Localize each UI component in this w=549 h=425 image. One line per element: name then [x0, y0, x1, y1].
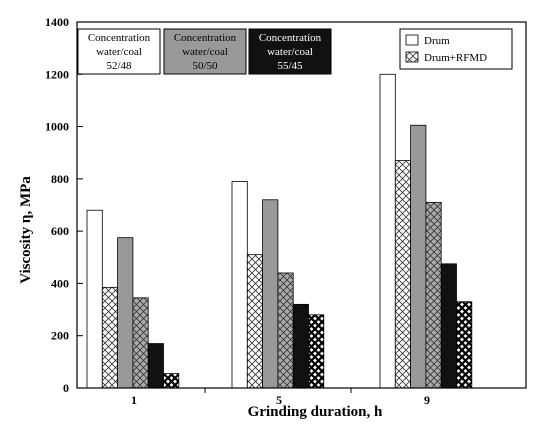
concentration-box-52-48: Concentration water/coal 52/48	[77, 28, 161, 75]
concentration-box-line2: water/coal	[267, 46, 313, 58]
concentration-box-55-45: Concentration water/coal 55/45	[248, 28, 332, 75]
x-tick-label: 1	[131, 393, 137, 407]
concentration-box-line3: 55/45	[277, 60, 303, 72]
x-tick-label: 9	[424, 393, 430, 407]
bar-52-48-drum-5h	[231, 181, 248, 389]
bar-52-48-drum-1h	[86, 209, 103, 389]
concentration-box-line2: water/coal	[96, 46, 142, 58]
bar-50-50-drum-9h	[410, 124, 427, 389]
concentration-box-line1: Concentration	[88, 32, 151, 44]
concentration-box-line1: Concentration	[174, 32, 237, 44]
bar-55-45-drum-9h	[440, 263, 457, 389]
y-tick-label: 800	[51, 172, 69, 186]
concentration-box-line3: 52/48	[106, 60, 132, 72]
bar-52-48-drum-rfmd-9h	[394, 160, 411, 389]
x-tick-label: 5	[276, 393, 282, 407]
bar-55-45-drum-5h	[292, 303, 309, 389]
concentration-box-line1: Concentration	[259, 32, 322, 44]
bars-layer	[86, 73, 473, 389]
bar-55-45-drum-rfmd-1h	[163, 373, 180, 389]
bar-50-50-drum-1h	[117, 237, 134, 389]
y-tick-label: 1000	[45, 120, 69, 134]
bar-50-50-drum-rfmd-1h	[132, 297, 149, 389]
bar-52-48-drum-rfmd-1h	[101, 286, 119, 389]
x-axis-label: Grinding duration, h	[248, 404, 383, 420]
y-tick-label: 1200	[45, 67, 69, 81]
bar-55-45-drum-rfmd-9h	[456, 301, 473, 389]
legend: Drum Drum+RFMD	[399, 28, 513, 70]
bar-52-48-drum-rfmd-5h	[246, 254, 264, 389]
y-axis-label: Viscosity η, MPa	[18, 176, 34, 284]
y-tick-label: 0	[63, 381, 69, 395]
bar-52-48-drum-9h	[379, 73, 396, 389]
legend-label-drum: Drum	[424, 35, 450, 47]
bar-55-45-drum-1h	[147, 343, 164, 389]
y-tick-label: 1400	[45, 15, 69, 29]
concentration-box-line2: water/coal	[182, 46, 228, 58]
y-tick-label: 600	[51, 224, 69, 238]
concentration-box-line3: 50/50	[192, 60, 218, 72]
y-tick-label: 400	[51, 276, 69, 290]
axes-layer: 0 200 400 600 800 1000 1200 1400 1 5 9	[45, 15, 527, 407]
legend-swatch-drum-rfmd	[405, 51, 419, 63]
legend-label-drum-rfmd: Drum+RFMD	[424, 52, 487, 64]
legend-swatch-drum	[405, 34, 419, 46]
plot-frame	[76, 21, 527, 389]
y-tick-label: 200	[51, 329, 69, 343]
concentration-box-50-50: Concentration water/coal 50/50	[163, 28, 247, 75]
bar-50-50-drum-rfmd-9h	[425, 201, 442, 389]
bar-50-50-drum-rfmd-5h	[277, 272, 294, 389]
bar-55-45-drum-rfmd-5h	[308, 314, 325, 389]
bar-50-50-drum-5h	[262, 199, 279, 389]
